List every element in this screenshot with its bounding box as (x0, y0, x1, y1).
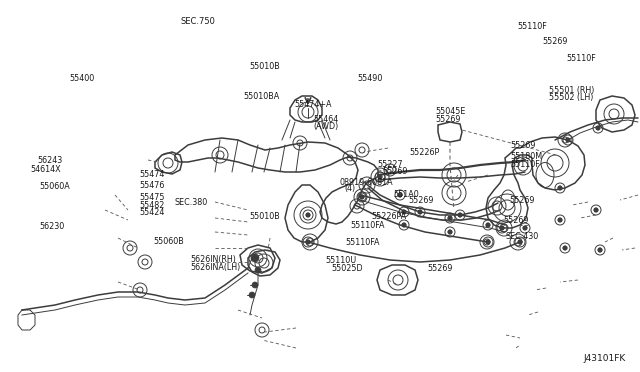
Circle shape (563, 246, 567, 250)
Text: 55400: 55400 (70, 74, 95, 83)
Text: 55269: 55269 (435, 115, 461, 124)
Text: 55025D: 55025D (332, 264, 363, 273)
Circle shape (448, 216, 452, 220)
Text: 55110F: 55110F (566, 54, 596, 63)
Text: 55010BA: 55010BA (243, 92, 280, 101)
Circle shape (249, 292, 255, 298)
Text: (AWD): (AWD) (314, 122, 339, 131)
Text: 55424: 55424 (140, 208, 165, 217)
Circle shape (402, 210, 406, 214)
Circle shape (594, 208, 598, 212)
Text: 55269: 55269 (408, 196, 434, 205)
Text: 54614X: 54614X (31, 165, 61, 174)
Text: J43101FK: J43101FK (584, 355, 626, 363)
Text: 56230: 56230 (40, 222, 65, 231)
Circle shape (402, 223, 406, 227)
Circle shape (523, 226, 527, 230)
Text: 5626IN(RH): 5626IN(RH) (191, 255, 237, 264)
Text: 55269: 55269 (543, 37, 568, 46)
Text: 55476: 55476 (140, 181, 165, 190)
Circle shape (486, 240, 490, 244)
Circle shape (378, 175, 382, 179)
Text: 55110U: 55110U (325, 256, 356, 265)
Circle shape (558, 218, 562, 222)
Text: 55110F: 55110F (517, 22, 547, 31)
Text: 55045E: 55045E (435, 107, 465, 116)
Text: (4): (4) (344, 185, 355, 193)
Circle shape (448, 230, 452, 234)
Circle shape (458, 213, 462, 217)
Text: SEC.430: SEC.430 (506, 232, 539, 241)
Circle shape (558, 186, 562, 190)
Text: 55269: 55269 (509, 196, 535, 205)
Text: 55475: 55475 (140, 193, 165, 202)
Text: 55010B: 55010B (250, 212, 280, 221)
Text: 55110FA: 55110FA (346, 238, 380, 247)
Circle shape (500, 226, 504, 230)
Text: 55474+A: 55474+A (294, 100, 332, 109)
Text: 55110F: 55110F (511, 160, 540, 169)
Text: 55464: 55464 (314, 115, 339, 124)
Text: 55226PA: 55226PA (371, 212, 406, 221)
Text: 55269: 55269 (428, 264, 453, 273)
Circle shape (306, 240, 310, 244)
Text: SEC.380: SEC.380 (174, 198, 207, 207)
Circle shape (598, 248, 602, 252)
Text: 55501 (RH): 55501 (RH) (549, 86, 595, 95)
Text: 5626INA(LH): 5626INA(LH) (191, 263, 241, 272)
Circle shape (251, 254, 259, 262)
Text: 55180M: 55180M (511, 153, 543, 161)
Text: 55010B: 55010B (250, 62, 280, 71)
Circle shape (255, 267, 261, 273)
Circle shape (306, 213, 310, 217)
Text: 55110FA: 55110FA (351, 221, 385, 230)
Text: 55502 (LH): 55502 (LH) (549, 93, 593, 102)
Text: 55060A: 55060A (40, 182, 70, 191)
Circle shape (398, 193, 402, 197)
Text: 55226P: 55226P (410, 148, 440, 157)
Circle shape (518, 240, 522, 244)
Text: 55482: 55482 (140, 201, 165, 210)
Circle shape (418, 210, 422, 214)
Text: 55060B: 55060B (154, 237, 184, 246)
Text: SEC.750: SEC.750 (181, 17, 216, 26)
Text: 08919-6081A: 08919-6081A (339, 178, 393, 187)
Circle shape (486, 223, 490, 227)
Text: 56243: 56243 (37, 156, 62, 165)
Circle shape (596, 126, 600, 130)
Text: 55269: 55269 (511, 141, 536, 150)
Circle shape (252, 282, 258, 288)
Text: 55227: 55227 (378, 160, 403, 169)
Circle shape (360, 195, 364, 199)
Circle shape (566, 138, 570, 142)
Text: 55474: 55474 (140, 170, 165, 179)
Text: 55269: 55269 (503, 216, 529, 225)
Text: 551A0: 551A0 (394, 190, 419, 199)
Text: 55269: 55269 (383, 167, 408, 176)
Text: 55490: 55490 (357, 74, 383, 83)
